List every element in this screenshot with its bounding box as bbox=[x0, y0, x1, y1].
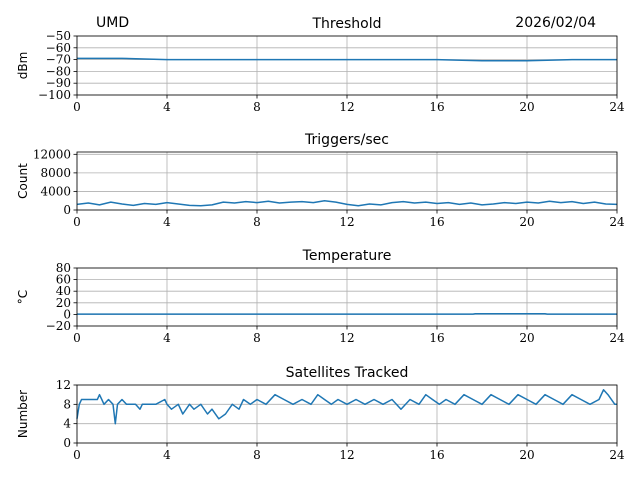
header-left-label: UMD bbox=[96, 15, 129, 31]
x-tick-label: 16 bbox=[429, 448, 444, 462]
x-tick-label: 20 bbox=[519, 215, 534, 229]
panel-2: 0 4 8 12 16 20 24 0 4000 8000 12000 Triggers/sec Cou… bbox=[16, 132, 625, 229]
x-tick-label: 24 bbox=[609, 215, 625, 229]
y-tick-label: 80 bbox=[56, 261, 71, 275]
panels: 0 4 8 12 16 20 24 −100−90−80−70−60−50 Threshold d… bbox=[16, 16, 625, 462]
x-tick-label: 24 bbox=[609, 448, 625, 462]
panel-title: Threshold bbox=[312, 16, 382, 32]
y-tick-label: 12 bbox=[56, 378, 71, 392]
y-tick-label: 4000 bbox=[40, 184, 71, 198]
y-tick-label: 8000 bbox=[40, 166, 71, 180]
y-tick-label: 4 bbox=[63, 417, 71, 431]
x-tick-label: 20 bbox=[519, 331, 534, 345]
series-line-1 bbox=[76, 389, 617, 425]
y-tick-label: −90 bbox=[46, 76, 71, 90]
x-tick-label: 20 bbox=[519, 100, 534, 114]
header-date: 2026/02/04 bbox=[515, 15, 596, 31]
x-tick-label: 0 bbox=[73, 100, 81, 114]
x-tick-label: 24 bbox=[609, 100, 625, 114]
x-tick-label: 20 bbox=[519, 448, 534, 462]
y-tick-label: 8 bbox=[63, 397, 71, 411]
x-tick-label: 4 bbox=[163, 100, 171, 114]
y-tick-label: 20 bbox=[56, 296, 71, 310]
x-tick-label: 0 bbox=[73, 448, 81, 462]
y-tick-label: 0 bbox=[63, 307, 71, 321]
x-tick-label: 8 bbox=[253, 215, 261, 229]
y-tick-label: −70 bbox=[46, 53, 71, 67]
y-tick-label: 60 bbox=[56, 273, 71, 287]
x-tick-label: 4 bbox=[163, 215, 171, 229]
y-tick-label: −50 bbox=[46, 29, 71, 43]
x-tick-label: 8 bbox=[253, 100, 261, 114]
y-tick-label: −20 bbox=[46, 319, 71, 333]
panel-title: Triggers/sec bbox=[304, 132, 389, 148]
y-axis-label: dBm bbox=[16, 52, 30, 80]
y-tick-label: 0 bbox=[63, 436, 71, 450]
x-tick-label: 8 bbox=[253, 331, 261, 345]
panel-4: 0 4 8 12 16 20 24 0 4 8 12 Satellites Tracked Number bbox=[16, 365, 625, 462]
y-axis-label: °C bbox=[16, 290, 30, 304]
y-tick-label: 40 bbox=[56, 284, 71, 298]
y-tick-label: −100 bbox=[38, 88, 71, 102]
x-tick-label: 24 bbox=[609, 331, 625, 345]
y-tick-label: 12000 bbox=[33, 147, 71, 161]
series-line-1 bbox=[76, 199, 618, 207]
x-tick-label: 12 bbox=[339, 331, 354, 345]
x-tick-label: 12 bbox=[339, 100, 354, 114]
x-tick-label: 8 bbox=[253, 448, 261, 462]
x-tick-label: 12 bbox=[339, 215, 354, 229]
x-tick-label: 16 bbox=[429, 331, 444, 345]
x-tick-label: 4 bbox=[163, 331, 171, 345]
panel-1: 0 4 8 12 16 20 24 −100−90−80−70−60−50 Threshold d… bbox=[16, 16, 625, 114]
y-axis-label: Number bbox=[16, 390, 30, 438]
x-tick-label: 16 bbox=[429, 215, 444, 229]
x-tick-label: 0 bbox=[73, 215, 81, 229]
panel-title: Satellites Tracked bbox=[286, 365, 409, 381]
x-tick-label: 16 bbox=[429, 100, 444, 114]
x-tick-label: 0 bbox=[73, 331, 81, 345]
y-axis-label: Count bbox=[16, 163, 30, 199]
x-tick-label: 12 bbox=[339, 448, 354, 462]
y-tick-label: −60 bbox=[46, 41, 71, 55]
series-line-1 bbox=[77, 57, 617, 62]
y-tick-label: 0 bbox=[63, 203, 71, 217]
panel-title: Temperature bbox=[302, 248, 392, 264]
x-tick-label: 4 bbox=[163, 448, 171, 462]
y-tick-label: −80 bbox=[46, 64, 71, 78]
